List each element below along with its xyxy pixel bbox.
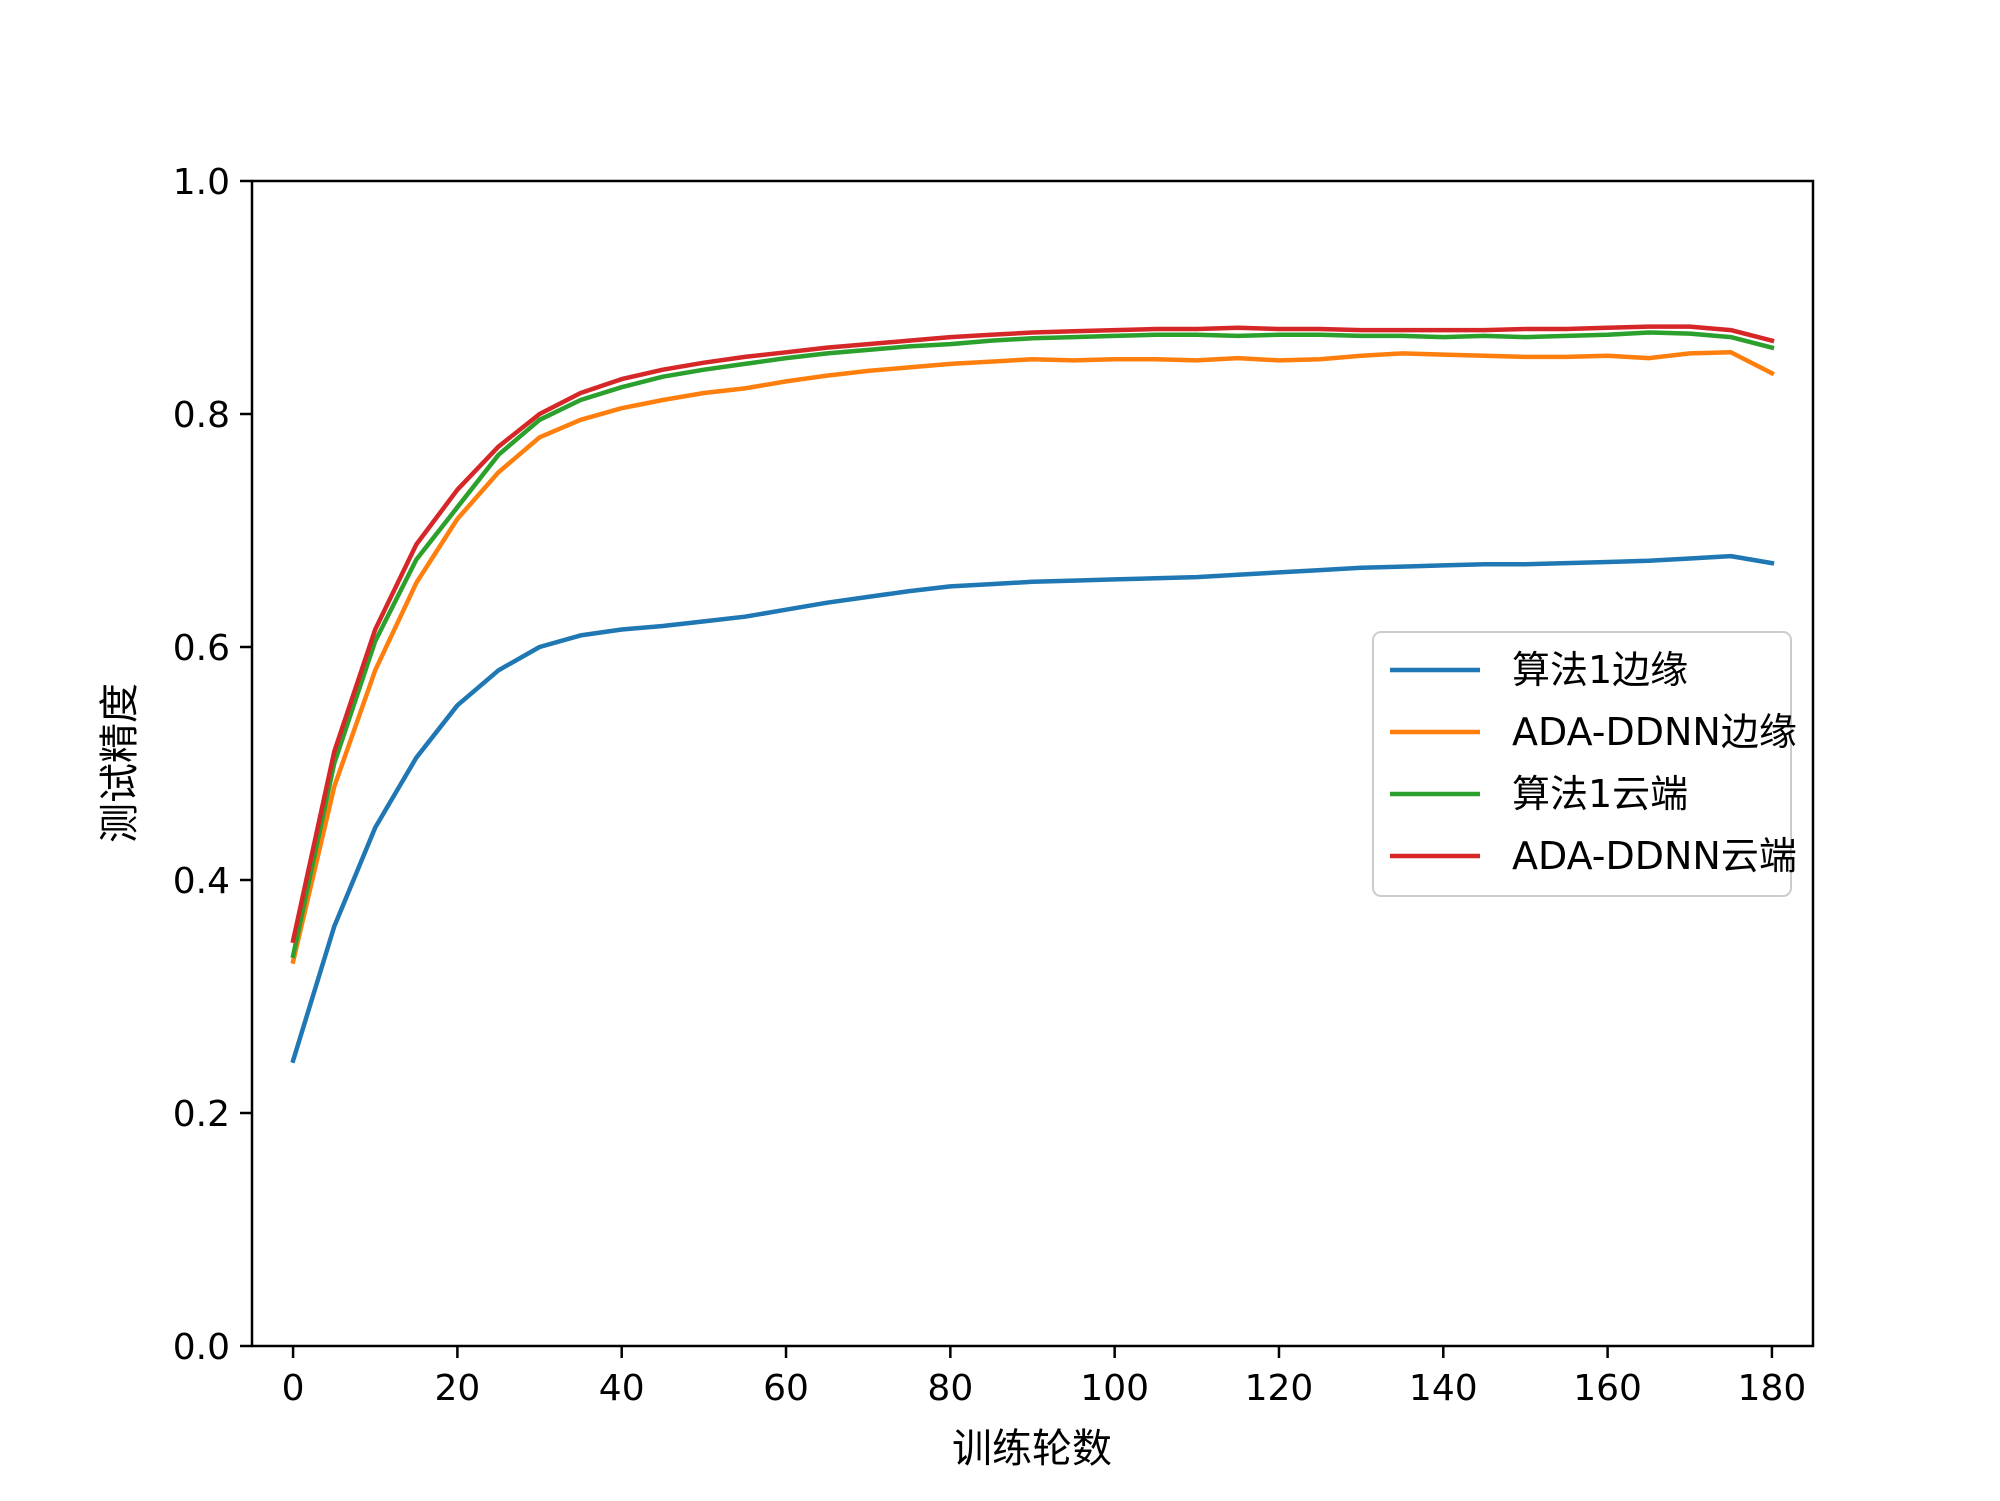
legend-label: 算法1边缘	[1512, 648, 1688, 692]
x-tick-label: 160	[1573, 1368, 1642, 1409]
x-tick-label: 100	[1080, 1368, 1149, 1409]
plot-frame	[250, 179, 1815, 1348]
series-line-3	[290, 330, 1775, 959]
legend-label: ADA-DDNN边缘	[1512, 710, 1797, 754]
y-tick-label: 1.0	[173, 162, 230, 203]
x-tick-label: 20	[434, 1368, 480, 1409]
series-line-1	[290, 553, 1775, 1064]
y-axis: 0.0 0.2 0.4 0.6 0.8 1.0	[173, 162, 252, 1368]
x-axis-label: 训练轮数	[952, 1426, 1112, 1472]
series-line-2	[290, 350, 1775, 965]
legend-label: 算法1云端	[1512, 772, 1688, 816]
x-tick-label: 60	[763, 1368, 809, 1409]
y-tick-label: 0.0	[173, 1327, 230, 1368]
x-tick-label: 0	[282, 1368, 305, 1409]
series-layer	[290, 324, 1775, 1064]
x-tick-label: 120	[1245, 1368, 1314, 1409]
y-axis-label: 测试精度	[97, 683, 143, 843]
y-tick-label: 0.8	[173, 395, 230, 436]
legend-label: ADA-DDNN云端	[1512, 834, 1797, 878]
y-tick-label: 0.6	[173, 628, 230, 669]
legend-frame	[1372, 631, 1792, 897]
series-line-4	[290, 324, 1775, 944]
x-tick-label: 40	[599, 1368, 645, 1409]
x-tick-label: 180	[1738, 1368, 1807, 1409]
x-tick-label: 140	[1409, 1368, 1478, 1409]
y-tick-label: 0.2	[173, 1094, 230, 1135]
x-axis: 0 20 40 60 80 100 120 140 160 180	[282, 1346, 1807, 1409]
y-tick-label: 0.4	[173, 861, 230, 902]
x-tick-label: 80	[927, 1368, 973, 1409]
